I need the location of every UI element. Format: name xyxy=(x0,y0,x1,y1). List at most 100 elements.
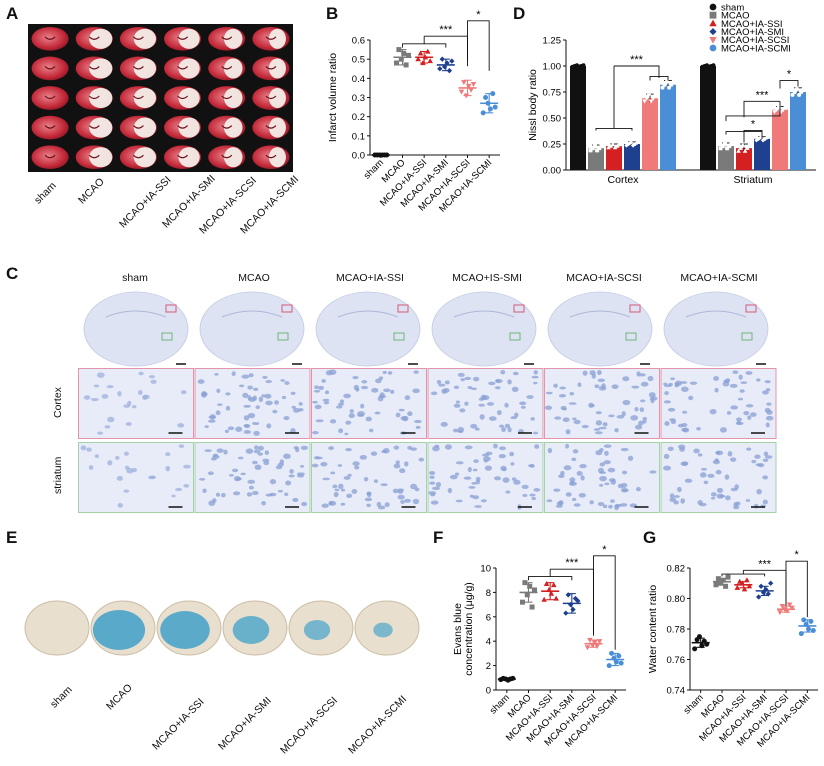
nissl-cell xyxy=(678,444,686,449)
data-point xyxy=(644,96,649,101)
y-tick-label: 0.00 xyxy=(543,166,562,177)
nissl-micrograph-grid xyxy=(78,368,777,513)
nissl-cell xyxy=(116,475,123,481)
nissl-cell xyxy=(216,448,224,453)
nissl-cell xyxy=(533,370,538,375)
data-point xyxy=(520,599,526,605)
nissl-cell xyxy=(634,407,639,412)
nissl-cell xyxy=(608,478,616,482)
striatum-roi-box xyxy=(277,332,289,341)
data-point xyxy=(660,85,665,90)
data-point xyxy=(671,79,676,84)
nissl-cell xyxy=(732,370,739,375)
nissl-cell xyxy=(453,428,459,433)
ventricle xyxy=(132,125,144,129)
data-point xyxy=(745,145,750,150)
nissl-cell xyxy=(546,499,553,503)
nissl-cell xyxy=(436,379,442,385)
nissl-cell xyxy=(243,424,250,427)
data-point xyxy=(642,99,647,104)
infarct-area xyxy=(133,147,157,168)
nissl-brain-section xyxy=(663,291,769,367)
nissl-cell xyxy=(299,464,305,468)
nissl-cell xyxy=(474,427,480,431)
nissl-cell xyxy=(398,408,405,412)
nissl-cell xyxy=(266,423,272,429)
nissl-cell xyxy=(520,405,526,409)
nissl-cell xyxy=(534,444,540,449)
ventricle xyxy=(265,95,277,100)
nissl-cell xyxy=(582,370,588,376)
nissl-brain-section xyxy=(547,291,653,367)
nissl-cell xyxy=(231,371,236,377)
data-point xyxy=(786,602,793,608)
y-tick-label: 0.2 xyxy=(352,112,365,123)
ventricle xyxy=(88,36,100,40)
data-point xyxy=(801,87,806,92)
data-point xyxy=(553,595,559,601)
sig-d-s1-bracket xyxy=(743,130,763,143)
nissl-cell xyxy=(214,372,219,376)
bar xyxy=(718,146,734,170)
nissl-cell xyxy=(429,470,436,475)
y-axis-title: Infarct volume ratio xyxy=(327,53,339,142)
data-point xyxy=(772,110,777,115)
nissl-cell xyxy=(588,402,594,408)
nissl-cell xyxy=(472,376,480,382)
nissl-cell xyxy=(357,414,365,417)
nissl-cell xyxy=(275,465,283,470)
nissl-cell xyxy=(83,395,91,400)
nissl-cell xyxy=(142,394,150,400)
y-tick-label: 0.5 xyxy=(352,55,365,66)
nissl-cell xyxy=(756,488,762,495)
nissl-brain-section xyxy=(83,291,189,367)
evans-blue-brain-row xyxy=(24,600,420,656)
data-point xyxy=(746,583,753,589)
nissl-cell xyxy=(595,450,603,456)
nissl-cell xyxy=(568,402,577,405)
nissl-cell xyxy=(149,375,156,379)
nissl-cell xyxy=(247,385,253,390)
nissl-cell xyxy=(597,502,605,506)
nissl-cell xyxy=(353,384,359,391)
nissl-cell xyxy=(254,464,262,471)
nissl-cell xyxy=(430,493,436,497)
nissl-cell xyxy=(225,392,231,396)
data-point xyxy=(584,645,591,651)
panel-letter-c: C xyxy=(6,264,19,283)
nissl-cell xyxy=(488,381,496,386)
data-point xyxy=(590,146,595,151)
legend-marker xyxy=(709,37,717,44)
ventricle xyxy=(177,65,189,70)
nissl-cell xyxy=(376,501,382,507)
infarct-area xyxy=(223,117,243,138)
nissl-cell xyxy=(281,395,287,400)
data-point xyxy=(449,58,455,64)
legend-marker xyxy=(709,3,717,11)
nissl-cell xyxy=(262,375,268,379)
nissl-cell xyxy=(324,390,330,395)
nissl-cell xyxy=(502,477,510,483)
nissl-cell xyxy=(559,386,567,390)
ventricle xyxy=(88,125,100,129)
evans-label-scmi: MCAO+IA-SCMI xyxy=(346,693,410,757)
nissl-cell xyxy=(165,452,171,457)
nissl-cell xyxy=(404,395,411,401)
legend-marker xyxy=(709,11,717,19)
nissl-cell xyxy=(684,478,693,483)
nissl-cell xyxy=(599,462,606,467)
nissl-cell xyxy=(404,461,409,467)
data-point xyxy=(543,580,550,586)
nissl-cell xyxy=(746,447,752,451)
nissl-cell xyxy=(246,492,253,497)
bar xyxy=(624,144,640,170)
ventricle xyxy=(44,154,56,159)
nissl-cell xyxy=(714,387,719,393)
nissl-cell xyxy=(438,383,446,387)
sig-b-inner-label: * xyxy=(476,10,481,21)
nissl-cell xyxy=(366,491,372,496)
nissl-cell xyxy=(595,431,603,435)
ventricle xyxy=(265,154,277,159)
nissl-cell xyxy=(459,408,466,413)
data-point xyxy=(723,583,729,589)
